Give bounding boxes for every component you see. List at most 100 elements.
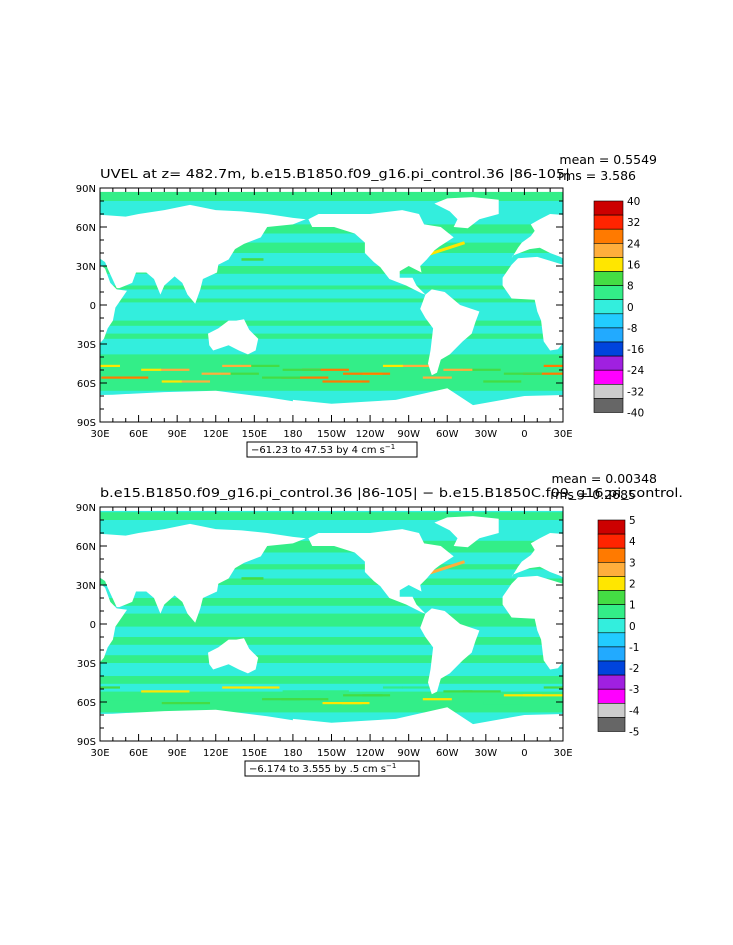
current-streak xyxy=(462,690,501,693)
current-streak xyxy=(343,372,391,375)
ocean-band xyxy=(100,320,563,326)
colorbar-label: 1 xyxy=(629,600,636,612)
lon-tick-label: 150E xyxy=(242,429,267,440)
ocean-band xyxy=(100,564,563,570)
lon-tick-label: 120W xyxy=(356,748,385,759)
lon-tick-label: 30W xyxy=(475,748,498,759)
current-streak xyxy=(427,241,466,256)
land-eurasia xyxy=(100,523,563,623)
current-streak xyxy=(241,258,264,261)
rms-label: rms = 0.2685 xyxy=(550,487,636,502)
current-streak xyxy=(301,690,349,693)
current-streak xyxy=(443,368,473,371)
current-streak xyxy=(422,698,452,701)
land-africa xyxy=(100,575,563,670)
colorbar-swatch xyxy=(593,398,624,413)
current-streak xyxy=(101,698,149,701)
current-streak xyxy=(282,368,321,371)
lon-tick-label: 120E xyxy=(203,748,228,759)
lon-tick-label: 180 xyxy=(283,748,302,759)
colorbar-label: 8 xyxy=(627,281,634,293)
current-streak xyxy=(382,364,403,367)
current-streak xyxy=(523,372,563,375)
current-streak xyxy=(241,364,280,367)
colorbar-swatch xyxy=(597,533,626,549)
lon-tick-label: 60E xyxy=(129,748,148,759)
range-label: −6.174 to 3.555 by .5 cm s−1 xyxy=(249,762,396,775)
colorbar-label: -32 xyxy=(627,386,644,398)
colorbar-label: 0 xyxy=(629,621,636,633)
current-streak xyxy=(181,702,211,705)
current-streak xyxy=(462,368,501,371)
land-africa xyxy=(100,256,563,351)
lat-tick-label: 30N xyxy=(76,581,96,592)
current-streak xyxy=(443,690,473,693)
lat-tick-label: 0 xyxy=(90,620,96,631)
ocean-band xyxy=(100,224,563,234)
land-australia xyxy=(208,638,259,674)
colorbar-swatch xyxy=(597,646,626,662)
colorbar-swatch xyxy=(597,547,626,563)
ocean-band xyxy=(100,598,563,606)
lat-tick-label: 30S xyxy=(77,659,96,670)
current-streak xyxy=(201,694,231,697)
current-streak xyxy=(241,577,264,580)
mean-label: mean = 0.00348 xyxy=(551,471,657,486)
lon-tick-label: 30E xyxy=(90,429,109,440)
land-n_america xyxy=(308,210,454,295)
colorbar-swatch xyxy=(597,618,626,634)
lon-tick-label: 180 xyxy=(283,429,302,440)
lon-tick-label: 30E xyxy=(90,748,109,759)
colorbar-label: 24 xyxy=(627,238,641,250)
ocean-band xyxy=(100,512,563,520)
range-label-box xyxy=(244,760,420,777)
current-streak xyxy=(141,368,162,371)
current-streak xyxy=(343,694,391,697)
current-streak xyxy=(282,690,321,693)
lat-tick-label: 90N xyxy=(76,184,96,195)
range-label-box xyxy=(246,441,418,458)
current-streak xyxy=(160,690,190,693)
colorbar-label: -8 xyxy=(627,323,637,335)
current-streak xyxy=(523,694,563,697)
current-streak xyxy=(100,686,120,689)
lat-tick-label: 60N xyxy=(76,542,96,553)
current-streak xyxy=(141,690,162,693)
colorbar-swatch xyxy=(597,674,626,690)
lon-tick-label: 60W xyxy=(436,748,459,759)
lat-tick-label: 30S xyxy=(77,340,96,351)
colorbar-swatch xyxy=(597,717,626,732)
colorbar-label: -1 xyxy=(629,642,639,654)
colorbar-label: 32 xyxy=(627,217,640,229)
ocean-band xyxy=(100,285,563,290)
lon-tick-label: 120W xyxy=(356,429,385,440)
ocean-band xyxy=(100,655,563,663)
current-streak xyxy=(402,686,432,689)
current-streak xyxy=(281,698,329,701)
lat-tick-label: 0 xyxy=(90,301,96,312)
current-streak xyxy=(402,364,432,367)
colorbar-swatch xyxy=(597,632,626,648)
range-label: −61.23 to 47.53 by 4 cm s−1 xyxy=(251,443,395,456)
range-label-exponent: −1 xyxy=(386,762,396,770)
panel-title: UVEL at z= 482.7m, b.e15.B1850.f09_g16.p… xyxy=(100,166,570,181)
current-streak xyxy=(281,376,329,379)
colorbar-swatch xyxy=(597,576,626,591)
current-streak xyxy=(483,702,522,705)
colorbar-swatch xyxy=(597,688,626,704)
current-streak xyxy=(262,376,301,379)
land-s_america xyxy=(420,608,480,695)
colorbar-label: -16 xyxy=(627,344,644,356)
current-streak xyxy=(427,560,466,575)
mean-label: mean = 0.5549 xyxy=(559,152,657,167)
colorbar-label: 4 xyxy=(629,536,636,548)
current-streak xyxy=(101,376,149,379)
ocean-band xyxy=(100,637,563,645)
land-greenland xyxy=(434,197,499,229)
land-australia xyxy=(208,319,259,355)
lon-tick-label: 120E xyxy=(203,429,228,440)
current-streak xyxy=(262,698,301,701)
